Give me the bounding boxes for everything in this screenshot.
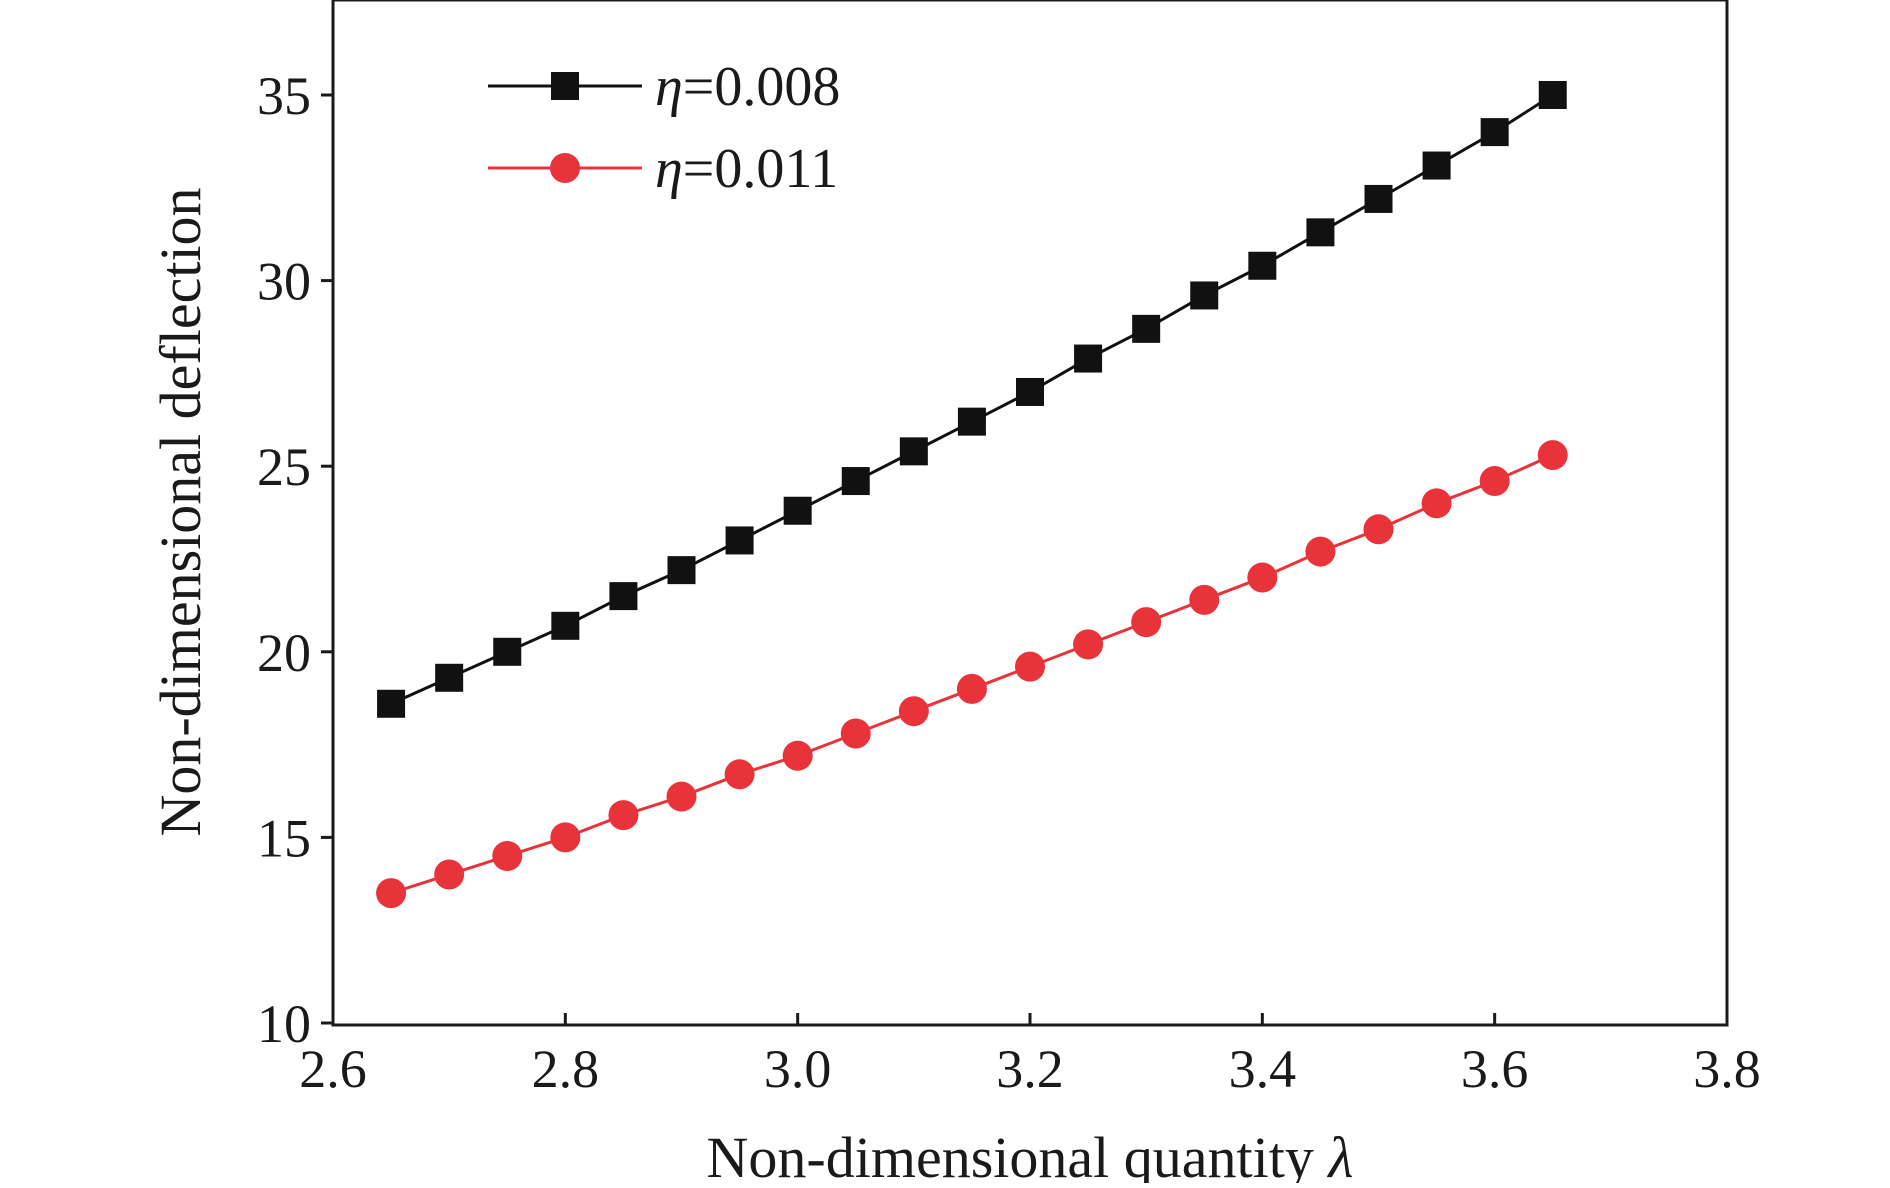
y-tick-label: 15 <box>257 808 311 868</box>
legend-symbol: η <box>655 56 683 118</box>
y-tick-label: 20 <box>257 623 311 683</box>
data-point <box>1190 281 1219 310</box>
legend-symbol: η <box>655 138 683 200</box>
data-point <box>1479 466 1510 497</box>
data-point <box>783 496 812 525</box>
data-point <box>550 822 581 853</box>
data-point <box>609 582 638 611</box>
data-point <box>1132 314 1161 343</box>
data-point <box>1131 607 1162 638</box>
data-point <box>1073 629 1104 660</box>
data-point <box>1421 488 1452 519</box>
x-tick-label: 3.4 <box>1229 1039 1297 1099</box>
y-tick-label: 25 <box>257 437 311 497</box>
data-point <box>840 718 871 749</box>
legend-item: η=0.008 <box>488 56 840 118</box>
x-tick-label: 3.0 <box>764 1039 832 1099</box>
legend-name: =0.011 <box>683 138 839 200</box>
x-tick-label: 2.8 <box>532 1039 600 1099</box>
data-point <box>493 637 522 666</box>
data-point <box>608 800 639 831</box>
x-tick-label: 2.6 <box>299 1039 367 1099</box>
data-point <box>667 556 696 585</box>
data-point <box>1480 118 1509 147</box>
series-2 <box>376 440 1568 909</box>
series-1 <box>377 81 1567 718</box>
data-point <box>1015 651 1045 682</box>
data-point <box>725 526 754 555</box>
data-point <box>1016 377 1044 406</box>
data-point <box>1422 151 1451 180</box>
data-point <box>376 878 407 909</box>
x-axis-label: Non-dimensional quantity λ <box>707 1125 1354 1183</box>
data-point <box>492 840 523 871</box>
data-point <box>666 781 697 812</box>
y-tick-label: 35 <box>257 66 311 126</box>
data-point <box>1363 514 1394 545</box>
data-point <box>435 663 464 692</box>
series-layer <box>376 81 1568 909</box>
data-point <box>1306 218 1335 247</box>
data-point <box>956 673 987 704</box>
data-point <box>1247 562 1278 593</box>
data-point <box>434 859 465 890</box>
legend-marker <box>551 72 579 100</box>
data-point <box>1305 536 1336 567</box>
data-point <box>1074 344 1103 373</box>
legend-label: η=0.008 <box>655 56 840 118</box>
plot-frame <box>331 0 1729 1027</box>
data-point <box>551 611 580 640</box>
x-tick-label: 3.8 <box>1693 1039 1761 1099</box>
data-point <box>1189 584 1220 615</box>
x-axis-ticks: 2.6 2.8 3.0 3.2 3.4 3.6 3.8 <box>299 1013 1761 1099</box>
legend-label: η=0.011 <box>655 138 838 200</box>
data-point <box>899 437 928 466</box>
y-tick-label: 10 <box>257 994 311 1054</box>
data-point <box>841 467 870 496</box>
y-axis-ticks: 10 15 20 25 30 35 <box>257 66 333 1054</box>
data-point <box>377 689 406 718</box>
legend-marker <box>550 153 580 183</box>
data-point <box>898 696 929 727</box>
legend-name: =0.008 <box>683 56 841 118</box>
data-point <box>1364 184 1393 213</box>
data-point <box>724 759 755 790</box>
data-point <box>782 740 813 771</box>
data-point <box>1538 81 1567 109</box>
data-point <box>957 407 986 436</box>
x-axis-symbol: λ <box>1326 1125 1353 1183</box>
data-point <box>1537 440 1568 471</box>
x-tick-label: 3.2 <box>996 1039 1064 1099</box>
legend-item: η=0.011 <box>488 138 838 200</box>
y-axis-label: Non-dimensional deflection <box>148 187 213 836</box>
y-tick-label: 30 <box>257 252 311 312</box>
data-point <box>1248 251 1277 280</box>
x-tick-label: 3.6 <box>1461 1039 1529 1099</box>
